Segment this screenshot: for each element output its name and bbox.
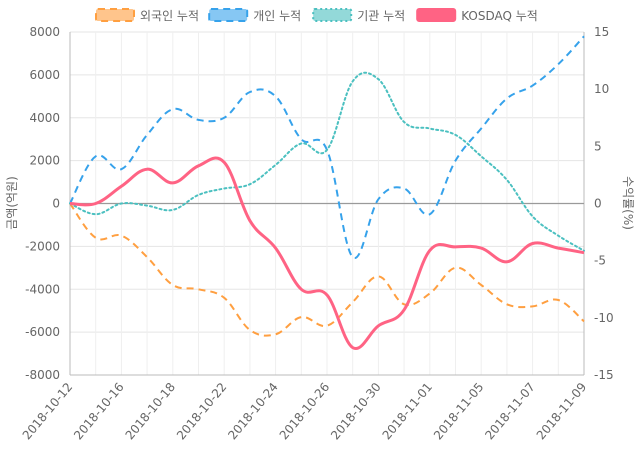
y-axis-left-title: 금액(억원) [5,176,19,230]
y-right-tick-label: -15 [594,368,614,382]
y-left-tick-label: 6000 [29,68,60,82]
y-left-tick-label: -2000 [25,239,60,253]
y-left-tick-label: -8000 [25,368,60,382]
x-axis: 2018-10-122018-10-162018-10-182018-10-22… [20,380,590,442]
legend-label: 기관 누적 [357,9,405,23]
series-line-1 [69,35,585,259]
y-right-tick-label: 5 [594,139,602,153]
series-group [69,35,585,350]
legend-swatch [208,8,249,22]
y-right-tick-label: 10 [594,82,609,96]
legend-item-0[interactable]: 외국인 누적 [95,8,199,23]
y-left-tick-label: 2000 [29,154,60,168]
legend-swatch [416,8,457,22]
legend-item-2[interactable]: 기관 누적 [312,8,405,23]
y-right-tick-label: -10 [594,311,614,325]
y-right-tick-label: 0 [594,197,602,211]
x-tick-label: 2018-11-05 [431,380,487,442]
x-tick-label: 2018-10-12 [20,380,76,442]
x-tick-label: 2018-10-30 [328,380,384,442]
legend-label: KOSDAQ 누적 [461,9,538,23]
y-left-tick-label: -4000 [25,282,60,296]
y-axis-right-title: 수익률(%) [621,176,635,230]
x-tick-label: 2018-10-26 [277,380,333,442]
y-left-tick-label: 4000 [29,111,60,125]
series-line-2 [69,71,585,252]
x-tick-label: 2018-10-22 [174,380,230,442]
legend-swatch [312,8,353,22]
x-tick-label: 2018-11-09 [534,380,590,442]
y-right-tick-label: 15 [594,25,609,39]
legend-label: 개인 누적 [253,9,301,23]
legend-item-3[interactable]: KOSDAQ 누적 [416,8,538,23]
x-tick-label: 2018-10-18 [123,380,179,442]
x-tick-label: 2018-10-16 [71,380,127,442]
y-left-tick-label: 8000 [29,25,60,39]
y-left-tick-label: 0 [52,197,60,211]
legend: 외국인 누적 개인 누적 기관 누적 KOSDAQ 누적 [95,8,538,23]
y-axis-left: 8000 6000 4000 2000 0 -2000 -4000 -6000 -8000 [25,25,60,382]
x-tick-label: 2018-11-01 [380,380,436,442]
series-line-3 [69,156,585,350]
x-tick-label: 2018-10-24 [225,380,281,442]
legend-item-1[interactable]: 개인 누적 [208,8,301,23]
x-tick-label: 2018-11-07 [482,380,538,442]
legend-label: 외국인 누적 [140,9,199,23]
y-axis-right: 15 10 5 0 -5 -10 -15 [594,25,614,382]
y-right-tick-label: -5 [594,254,606,268]
series-line-0 [69,202,585,337]
y-left-tick-label: -6000 [25,325,60,339]
legend-swatch [95,8,135,22]
